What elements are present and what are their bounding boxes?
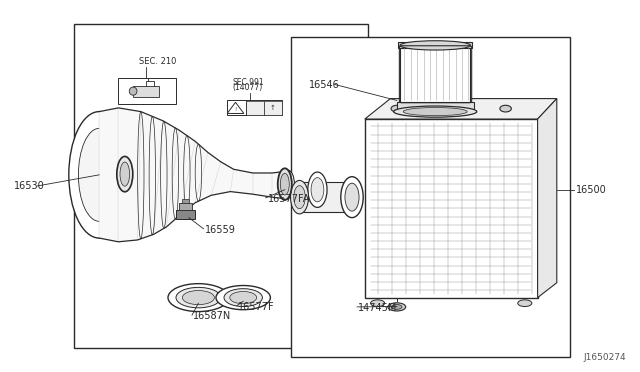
Ellipse shape bbox=[224, 289, 262, 307]
Ellipse shape bbox=[500, 105, 511, 112]
Text: 16500: 16500 bbox=[576, 185, 607, 195]
Ellipse shape bbox=[280, 173, 289, 195]
Bar bbox=[397, 102, 474, 112]
Ellipse shape bbox=[400, 41, 470, 50]
Ellipse shape bbox=[308, 172, 327, 207]
Ellipse shape bbox=[294, 186, 305, 209]
Ellipse shape bbox=[117, 156, 133, 192]
Ellipse shape bbox=[403, 108, 467, 116]
Ellipse shape bbox=[371, 300, 385, 307]
Ellipse shape bbox=[168, 283, 229, 312]
Ellipse shape bbox=[69, 112, 129, 238]
Bar bbox=[179, 203, 192, 210]
Text: SEC.991: SEC.991 bbox=[232, 78, 264, 87]
Text: SEC. 210: SEC. 210 bbox=[139, 57, 176, 66]
Text: 16530: 16530 bbox=[14, 181, 45, 191]
Bar bbox=[182, 199, 189, 203]
Ellipse shape bbox=[79, 128, 120, 221]
Bar bbox=[246, 101, 264, 115]
Ellipse shape bbox=[345, 183, 359, 211]
Ellipse shape bbox=[311, 177, 324, 202]
Text: 14745M: 14745M bbox=[358, 303, 398, 313]
Text: 16559: 16559 bbox=[205, 225, 236, 235]
Ellipse shape bbox=[129, 87, 137, 95]
Ellipse shape bbox=[388, 303, 406, 311]
Bar bbox=[74, 24, 368, 348]
Bar bbox=[398, 42, 472, 48]
Bar bbox=[176, 210, 195, 219]
Ellipse shape bbox=[394, 106, 477, 117]
Ellipse shape bbox=[291, 180, 308, 214]
Ellipse shape bbox=[278, 168, 292, 200]
Ellipse shape bbox=[341, 177, 364, 218]
Ellipse shape bbox=[182, 291, 214, 305]
Bar bbox=[291, 37, 570, 357]
Polygon shape bbox=[538, 99, 557, 298]
Text: (14077): (14077) bbox=[232, 83, 262, 92]
Bar bbox=[300, 182, 357, 212]
Text: J1650274: J1650274 bbox=[583, 353, 626, 362]
Text: 16587N: 16587N bbox=[193, 311, 232, 321]
Ellipse shape bbox=[216, 286, 270, 310]
Text: 16546: 16546 bbox=[308, 80, 339, 90]
Bar bbox=[365, 119, 538, 298]
Ellipse shape bbox=[282, 170, 294, 198]
Polygon shape bbox=[365, 99, 557, 119]
Text: 16577F: 16577F bbox=[238, 302, 275, 312]
Ellipse shape bbox=[230, 292, 257, 304]
Bar bbox=[227, 100, 282, 115]
Bar bbox=[400, 46, 470, 102]
Text: 16577FA: 16577FA bbox=[268, 194, 310, 204]
Ellipse shape bbox=[392, 304, 402, 309]
Polygon shape bbox=[99, 108, 288, 242]
Ellipse shape bbox=[391, 105, 403, 112]
Text: !: ! bbox=[234, 107, 237, 112]
Ellipse shape bbox=[120, 162, 130, 186]
Polygon shape bbox=[227, 102, 244, 113]
Text: ↑: ↑ bbox=[269, 105, 276, 111]
Ellipse shape bbox=[518, 300, 532, 307]
Bar bbox=[133, 86, 159, 97]
Bar bbox=[118, 78, 176, 104]
Ellipse shape bbox=[176, 287, 221, 308]
Bar bbox=[264, 101, 282, 115]
